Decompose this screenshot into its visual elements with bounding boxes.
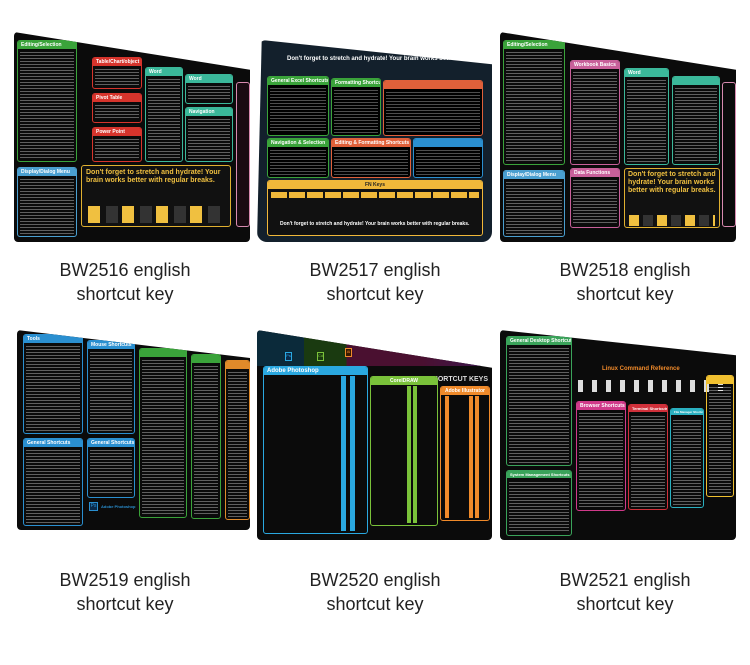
panel: General Excel Shortcuts (267, 76, 329, 136)
panel: General Shortcuts (23, 438, 83, 526)
panel (706, 375, 734, 497)
panel: Editing/Selection (503, 40, 565, 165)
panel: Data Functions (570, 168, 620, 228)
product-image-bw2521[interactable]: General Desktop Shortcuts System Managem… (500, 330, 736, 540)
panel: Power Point (92, 127, 142, 162)
product-image-bw2516[interactable]: Editing/Selection Table/Chart/object Piv… (14, 32, 250, 242)
coreldraw-logo-icon: Cd (317, 352, 324, 361)
panel: Table/Chart/object (92, 57, 142, 89)
panel: Word (624, 68, 669, 165)
panel (722, 82, 736, 227)
caption-bw2521: BW2521 english shortcut key (559, 570, 691, 614)
panel: Navigation & Selection (267, 138, 329, 178)
panel (413, 138, 483, 178)
panel: Formatting Shortcuts (331, 78, 381, 136)
caption-bw2520: BW2520 english shortcut key (309, 570, 441, 614)
panel: Pivot Table (92, 93, 142, 123)
photoshop-logo-icon: Ps (89, 502, 98, 511)
panel: General Shortcuts (87, 438, 135, 498)
panel (139, 348, 187, 518)
caption-bw2517: BW2517 english shortcut key (309, 260, 441, 304)
product-image-bw2518[interactable]: Editing/Selection Workbook Basics Word D… (500, 32, 736, 242)
illustrator-logo-icon: Ai (345, 348, 352, 357)
panel: Display/Dialog Menu (503, 170, 565, 237)
panel (236, 82, 250, 227)
panel: Editing & Formatting Shortcuts (331, 138, 411, 178)
panel: Adobe Photoshop (263, 366, 368, 534)
panel (225, 360, 250, 520)
panel: CorelDRAW (370, 376, 438, 526)
panel: Adobe Illustrator (440, 386, 490, 521)
break-reminder: Don't forget to stretch and hydrate! You… (624, 168, 720, 228)
panel: Display/Dialog Menu (17, 167, 77, 237)
panel: Workbook Basics (570, 60, 620, 165)
fn-keys-panel: FN Keys Don't forget to stretch and hydr… (267, 180, 483, 236)
product-image-bw2519[interactable]: Tools Mouse Shortcuts General Shortcuts … (17, 330, 250, 530)
panel (672, 76, 720, 165)
panel: Editing/Selection (17, 40, 77, 162)
panel (191, 354, 221, 519)
caption-bw2519: BW2519 english shortcut key (59, 570, 191, 614)
product-image-bw2517[interactable]: Don't forget to stretch and hydrate! You… (257, 40, 492, 242)
panel (383, 80, 483, 136)
panel: System Management Shortcuts (506, 470, 572, 536)
photoshop-logo-icon: Ps (285, 352, 292, 361)
caption-bw2516: BW2516 english shortcut key (59, 260, 191, 304)
stretch-icons (578, 380, 723, 392)
product-image-bw2520[interactable]: Ps Cd Ai COMMON SHORTCUT KEYS Adobe Phot… (257, 330, 492, 540)
panel: Word (145, 67, 183, 162)
panel: General Desktop Shortcuts (506, 336, 572, 466)
panel: Navigation (185, 107, 233, 162)
panel: File Manager Shortcuts (670, 408, 704, 508)
panel: Mouse Shortcuts (87, 340, 135, 434)
panel: Tools (23, 334, 83, 434)
panel: Browser Shortcuts (576, 401, 626, 511)
panel: Terminal Shortcuts (628, 404, 668, 510)
caption-bw2518: BW2518 english shortcut key (559, 260, 691, 304)
panel: Word (185, 74, 233, 104)
break-reminder: Don't forget to stretch and hydrate! You… (81, 165, 231, 227)
